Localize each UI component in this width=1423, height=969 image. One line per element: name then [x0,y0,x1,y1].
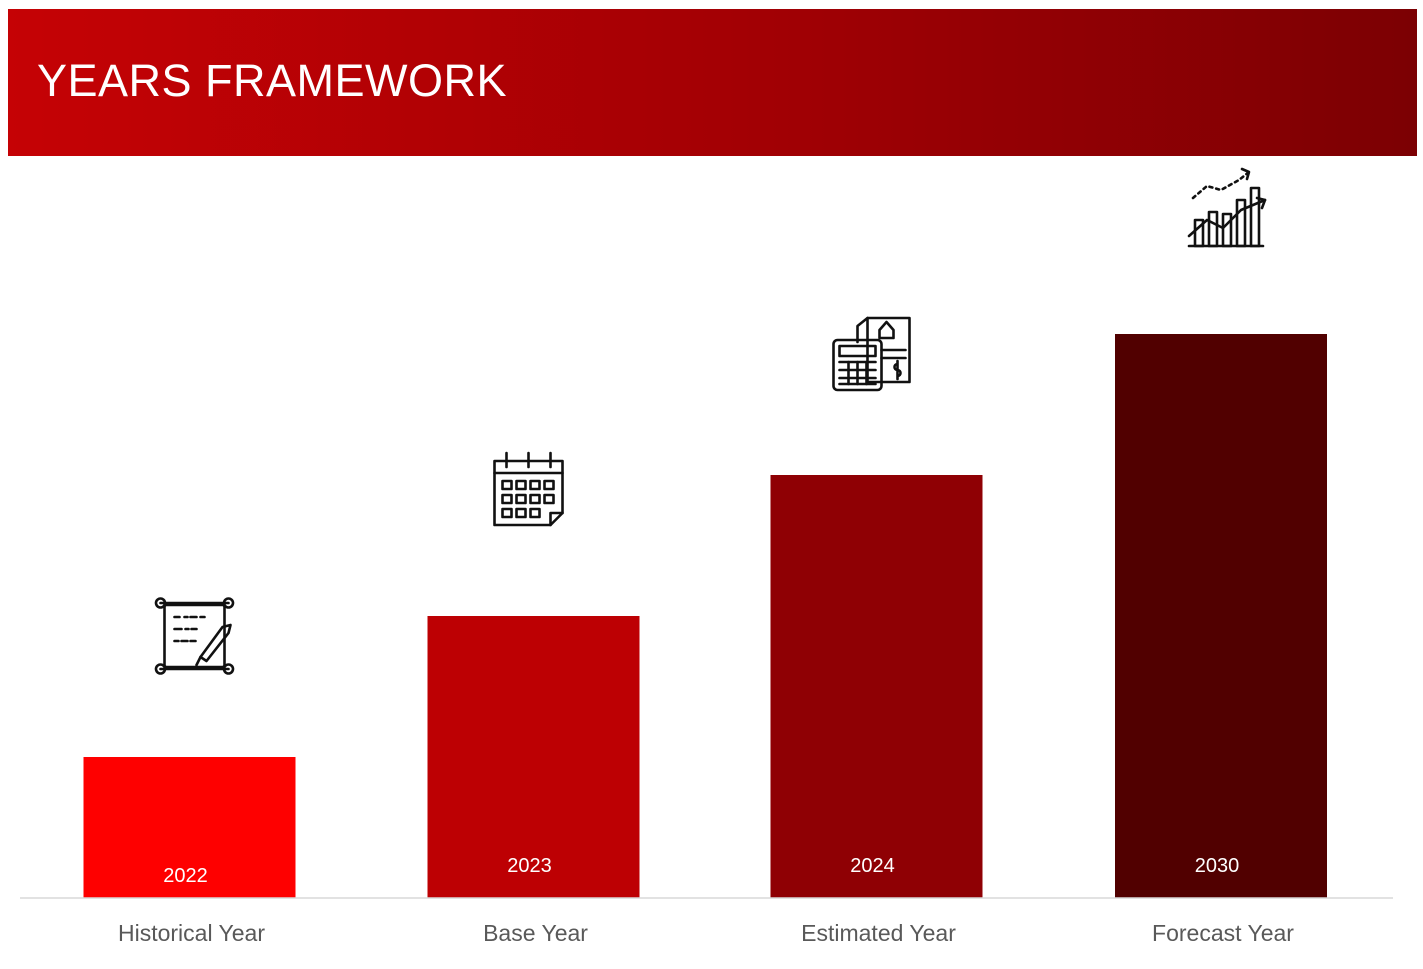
x-tick-label: Historical Year [118,920,265,946]
bar-value-label: 2022 [163,865,208,887]
x-tick-label: Estimated Year [801,920,956,946]
bar-value-label: 2023 [507,855,552,877]
page-title: YEARS FRAMEWORK [37,55,508,106]
scroll-icon [154,597,235,675]
bar-2023 [427,616,640,898]
calculator-invoice-icon [832,316,911,392]
x-tick-label: Base Year [483,920,588,946]
growth-chart-icon [1187,167,1267,248]
calendar-icon [493,451,564,527]
x-tick-label: Forecast Year [1152,920,1294,946]
bar-2030 [1115,334,1327,898]
title-banner: YEARS FRAMEWORK [8,9,1417,156]
bar-value-label: 2030 [1195,855,1240,877]
bar-2022 [83,757,296,898]
bar-2024 [770,475,983,898]
bar-value-label: 2024 [850,855,895,877]
